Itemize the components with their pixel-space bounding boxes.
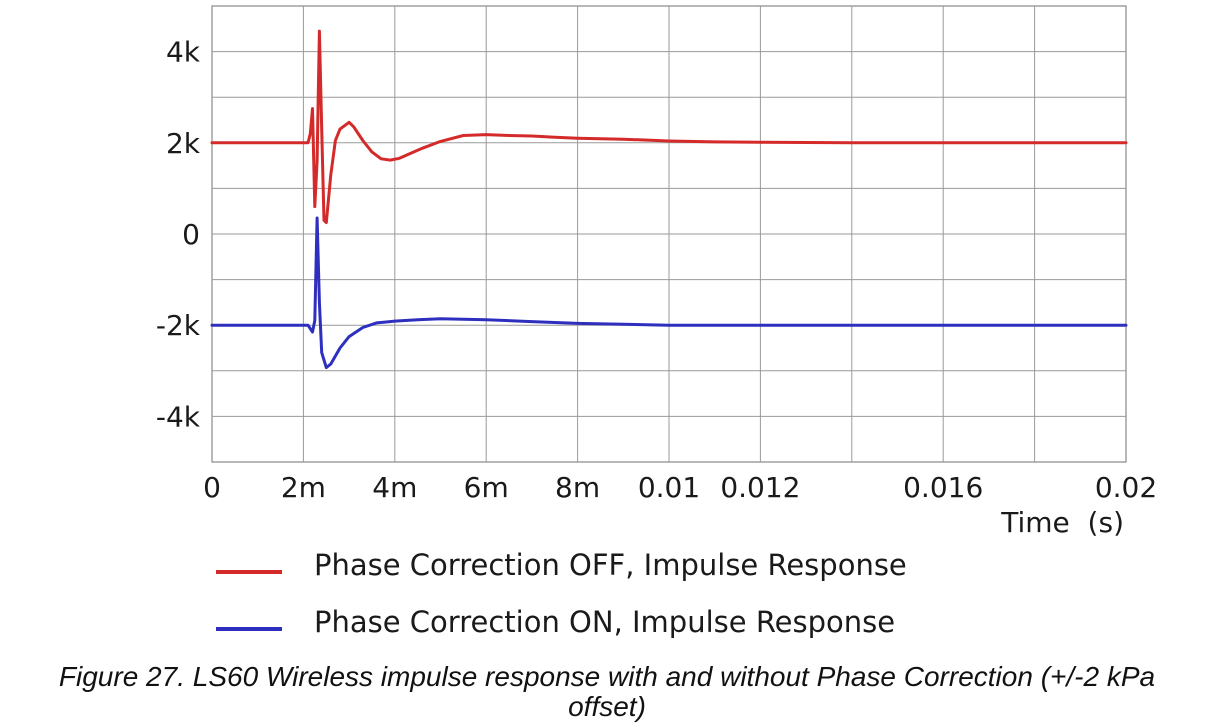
x-tick-label: 6m [464,471,509,504]
legend-label-off: Phase Correction OFF, Impulse Response [314,548,907,582]
x-tick-label: 2m [281,471,326,504]
y-tick-label: 2k [166,127,201,160]
series-lines [210,29,1128,370]
y-axis-ticks: 4k 2k 0 -2k -4k [156,36,201,434]
x-axis-ticks: 0 2m 4m 6m 8m 0.01 0.012 0.016 0.02 [203,471,1157,504]
y-tick-label: 4k [166,36,201,69]
x-axis-title: Time (s) [1000,506,1124,539]
series-line-phase-correction-on [210,216,1128,370]
legend: Phase Correction OFF, Impulse Response P… [216,548,907,639]
grid-lines [212,6,1126,462]
x-tick-label: 0.016 [903,471,983,504]
x-tick-label: 4m [372,471,417,504]
x-tick-label: 0.01 [638,471,700,504]
series-line-phase-correction-off [210,29,1128,225]
figure-caption: Figure 27. LS60 Wireless impulse respons… [58,661,1156,722]
x-tick-label: 0.02 [1095,471,1157,504]
x-tick-label: 0.012 [720,471,800,504]
y-tick-label: 0 [182,218,200,251]
legend-label-on: Phase Correction ON, Impulse Response [314,605,895,639]
y-tick-label: -4k [156,400,201,433]
x-tick-label: 8m [555,471,600,504]
y-tick-label: -2k [156,309,201,342]
x-tick-label: 0 [203,471,221,504]
